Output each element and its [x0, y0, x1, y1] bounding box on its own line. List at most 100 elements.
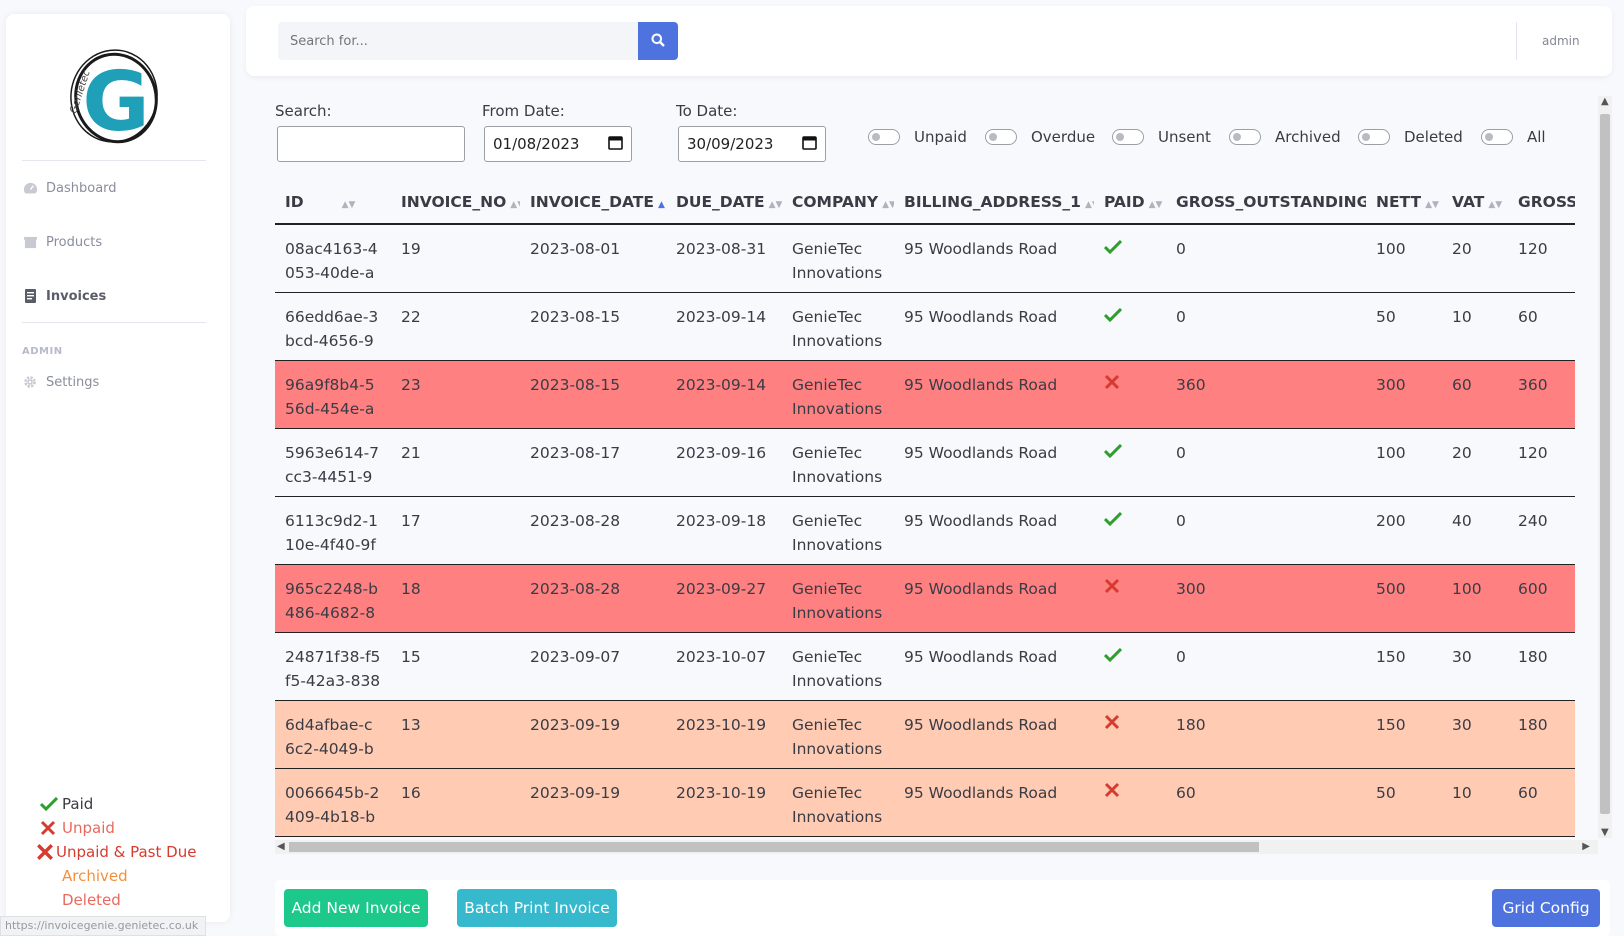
sort-icon[interactable]: ▲▼ — [510, 199, 520, 210]
switch[interactable] — [1229, 129, 1261, 145]
cell-invoice-date: 2023-08-17 — [520, 428, 666, 497]
search-icon — [651, 32, 665, 51]
column-header-gross-outstanding[interactable]: GROSS_OUTSTANDING▲▼ — [1166, 180, 1366, 225]
table-row[interactable]: 6113c9d2-110e-4f40-9fa6 17 2023-08-28 2023-… — [275, 496, 1575, 565]
cell-billing-address: 95 Woodlands Road — [894, 700, 1094, 769]
cell-vat: 30 — [1442, 632, 1508, 701]
check-icon — [40, 797, 62, 811]
cell-due-date-text: 2023-08-31 — [676, 240, 767, 258]
sort-icon[interactable]: ▲▼ — [1425, 199, 1439, 210]
table-row[interactable]: 965c2248-b486-4682-8b53 18 2023-08-28 2023-… — [275, 564, 1575, 633]
calendar-icon[interactable] — [802, 135, 817, 154]
toggle-label: Overdue — [1031, 128, 1096, 146]
sidebar-item-dashboard[interactable]: Dashboard — [22, 180, 117, 196]
column-header-id[interactable]: ID ▲▼ — [275, 180, 391, 225]
column-header-billing-address[interactable]: BILLING_ADDRESS_1▲▼ — [894, 180, 1094, 225]
column-header-gross[interactable]: GROSS — [1508, 180, 1575, 225]
sidebar-item-settings[interactable]: Settings — [22, 374, 99, 390]
table-row[interactable]: 24871f38-f5f5-42a3-838e 15 2023-09-07 2023-… — [275, 632, 1575, 701]
toggle-unsent[interactable]: Unsent — [1112, 128, 1211, 146]
scroll-down-icon[interactable]: ▼ — [1601, 827, 1609, 838]
sort-icon[interactable]: ▲▼ — [1148, 199, 1163, 210]
column-header-company[interactable]: COMPANY▲▼ — [782, 180, 894, 225]
cell-vat-text: 60 — [1452, 375, 1472, 394]
column-header-invoice-date[interactable]: INVOICE_DATE ▲ — [520, 180, 666, 225]
column-header-invoice-no[interactable]: INVOICE_NO▲▼ — [391, 180, 520, 225]
sort-icon[interactable]: ▲▼ — [1084, 199, 1094, 210]
cell-invoice-date-text: 2023-08-01 — [530, 240, 621, 258]
cell-billing-address-text: 95 Woodlands Road — [904, 443, 1058, 462]
cell-gross: 60 — [1508, 292, 1575, 361]
cell-due-date: 2023-08-31 — [666, 224, 782, 293]
sort-icon[interactable]: ▲▼ — [341, 199, 356, 210]
switch[interactable] — [985, 129, 1017, 145]
toggle-label: Archived — [1275, 128, 1341, 146]
cell-id: 96a9f8b4-556d-454e-a4e1 — [275, 360, 391, 429]
scroll-up-icon[interactable]: ▲ — [1601, 96, 1609, 107]
column-header-nett[interactable]: NETT ▲▼ — [1366, 180, 1442, 225]
table-row[interactable]: 08ac4163-4053-40de-abe4 19 2023-08-01 2023-… — [275, 224, 1575, 293]
cell-invoice-date-text: 2023-09-19 — [530, 715, 621, 734]
cell-vat-text: 20 — [1452, 240, 1472, 258]
cell-invoice-no-text: 16 — [401, 783, 421, 802]
cell-id-text: 08ac4163-4053-40de-abe4 — [285, 240, 378, 282]
grid-config-button[interactable]: Grid Config — [1492, 889, 1600, 927]
cell-nett-text: 150 — [1376, 715, 1406, 734]
switch[interactable] — [868, 129, 900, 145]
cell-billing-address-text: 95 Woodlands Road — [904, 307, 1058, 326]
table-row[interactable]: 6d4afbae-c6c2-4049-b3a8 13 2023-09-19 2023-… — [275, 700, 1575, 769]
table-search-input[interactable] — [277, 126, 465, 162]
cell-invoice-no: 18 — [391, 564, 520, 633]
admin-heading: ADMIN — [22, 346, 63, 357]
cell-invoice-no-text: 19 — [401, 240, 421, 258]
sort-icon[interactable]: ▲▼ — [1488, 199, 1503, 210]
cell-gross: 240 — [1508, 496, 1575, 565]
cell-company: GenieTec Innovations — [782, 224, 894, 293]
gear-icon — [22, 374, 38, 390]
switch[interactable] — [1112, 129, 1144, 145]
to-date-input[interactable]: 30/09/2023 — [678, 126, 826, 162]
genietec-logo[interactable]: G Genietec — [64, 34, 174, 160]
cell-paid — [1094, 564, 1166, 633]
sort-asc-icon[interactable]: ▲ — [657, 199, 665, 210]
switch[interactable] — [1358, 129, 1390, 145]
cell-paid — [1094, 224, 1166, 293]
sidebar-divider — [22, 322, 206, 323]
vertical-scrollbar[interactable]: ▲ ▼ — [1598, 96, 1612, 838]
table-row[interactable]: 5963e614-7cc3-4451-9083 21 2023-08-17 2023-… — [275, 428, 1575, 497]
sort-icon[interactable]: ▲▼ — [882, 199, 894, 210]
cell-gross-text: 120 — [1518, 240, 1548, 258]
from-date-input[interactable]: 01/08/2023 — [484, 126, 632, 162]
toggle-deleted[interactable]: Deleted — [1358, 128, 1463, 146]
global-search-input[interactable] — [278, 22, 638, 60]
cell-billing-address: 95 Woodlands Road — [894, 428, 1094, 497]
sidebar-item-products[interactable]: Products — [22, 234, 102, 250]
scrollbar-thumb[interactable] — [289, 842, 1259, 852]
table-row[interactable]: 96a9f8b4-556d-454e-a4e1 23 2023-08-15 2023-… — [275, 360, 1575, 429]
cell-vat: 100 — [1442, 564, 1508, 633]
toggle-archived[interactable]: Archived — [1229, 128, 1341, 146]
toggle-unpaid[interactable]: Unpaid — [868, 128, 967, 146]
table-row[interactable]: 0066645b-2409-4b18-b08e 16 2023-09-19 2023-… — [275, 768, 1575, 837]
sidebar-item-label: Dashboard — [46, 180, 117, 196]
scrollbar-thumb[interactable] — [1600, 114, 1610, 814]
user-menu[interactable]: admin — [1542, 34, 1580, 48]
column-header-due-date[interactable]: DUE_DATE ▲▼ — [666, 180, 782, 225]
sidebar-item-invoices[interactable]: Invoices — [22, 288, 106, 304]
scroll-right-icon[interactable]: ▶ — [1582, 841, 1590, 852]
calendar-icon[interactable] — [608, 135, 623, 154]
batch-print-invoice-button[interactable]: Batch Print Invoice — [457, 889, 617, 927]
cell-nett: 150 — [1366, 700, 1442, 769]
search-button[interactable] — [638, 22, 678, 60]
toggle-overdue[interactable]: Overdue — [985, 128, 1095, 146]
switch[interactable] — [1481, 129, 1513, 145]
column-header-vat[interactable]: VAT ▲▼ — [1442, 180, 1508, 225]
table-row[interactable]: 66edd6ae-3bcd-4656-92c1 22 2023-08-15 2023-… — [275, 292, 1575, 361]
toggle-all[interactable]: All — [1481, 128, 1546, 146]
sort-icon[interactable]: ▲▼ — [768, 199, 782, 210]
horizontal-scrollbar[interactable]: ◀ ▶ — [275, 840, 1598, 854]
add-new-invoice-button[interactable]: Add New Invoice — [284, 889, 428, 927]
column-header-paid[interactable]: PAID ▲▼ — [1094, 180, 1166, 225]
sidebar-item-label: Settings — [46, 374, 100, 390]
scroll-left-icon[interactable]: ◀ — [277, 841, 285, 852]
